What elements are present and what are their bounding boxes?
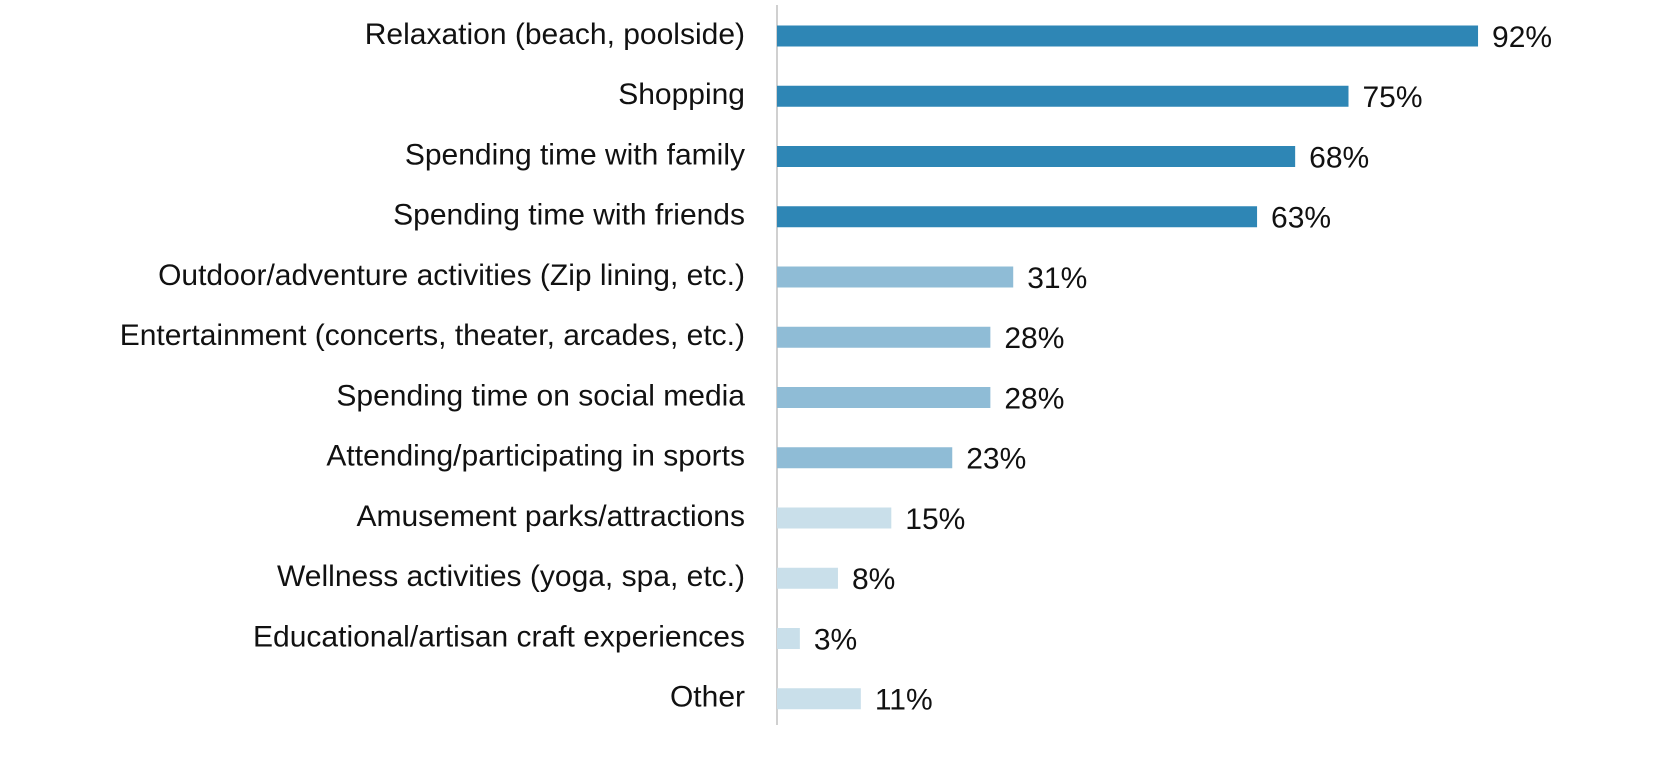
category-label: Other: [670, 681, 745, 714]
category-label: Spending time with family: [405, 138, 745, 171]
value-label: 28%: [1004, 382, 1064, 415]
value-label: 63%: [1271, 202, 1331, 235]
category-label: Educational/artisan craft experiences: [253, 620, 745, 653]
category-label: Spending time on social media: [336, 379, 745, 412]
bar: [777, 146, 1296, 167]
value-label: 31%: [1027, 262, 1087, 295]
category-label: Outdoor/adventure activities (Zip lining…: [158, 259, 745, 292]
bar: [777, 387, 991, 408]
category-label: Wellness activities (yoga, spa, etc.): [277, 560, 745, 593]
category-label: Entertainment (concerts, theater, arcade…: [120, 319, 745, 352]
value-label: 68%: [1309, 141, 1369, 174]
bar: [777, 688, 861, 710]
bar: [777, 206, 1258, 228]
value-label: 75%: [1363, 81, 1423, 114]
bar: [777, 25, 1479, 47]
value-label: 23%: [966, 443, 1026, 476]
value-label: 8%: [852, 563, 895, 596]
bar: [777, 507, 892, 529]
value-label: 15%: [905, 503, 965, 536]
value-label: 28%: [1004, 322, 1064, 355]
category-label: Amusement parks/attractions: [357, 500, 746, 533]
category-label: Spending time with friends: [393, 199, 745, 232]
value-label: 3%: [814, 623, 857, 656]
category-label: Relaxation (beach, poolside): [365, 18, 745, 51]
bar: [777, 326, 991, 348]
bar: [777, 447, 953, 469]
bar: [777, 567, 838, 589]
category-label: Shopping: [618, 78, 745, 111]
bar: [777, 85, 1349, 107]
category-label: Attending/participating in sports: [326, 440, 745, 473]
value-label: 92%: [1492, 21, 1552, 54]
value-label: 11%: [875, 684, 933, 717]
bar: [777, 628, 800, 649]
bar: [777, 266, 1014, 288]
